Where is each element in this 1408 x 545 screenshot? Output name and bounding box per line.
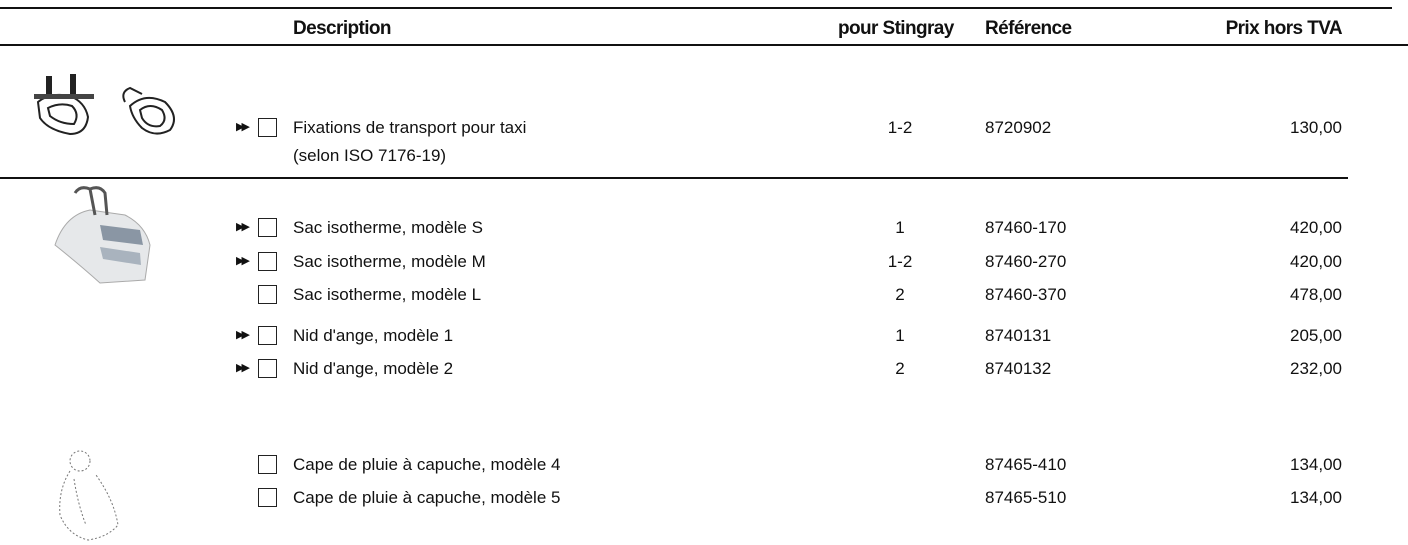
taxi-fixation-image (30, 72, 200, 152)
price: 420,00 (1290, 252, 1342, 272)
reference: 87465-510 (985, 488, 1066, 508)
checkbox (258, 285, 277, 304)
top-rule (0, 7, 1392, 9)
header-stingray: pour Stingray (838, 18, 954, 40)
stingray: 1-2 (850, 252, 950, 272)
checkbox (258, 455, 277, 474)
description: Sac isotherme, modèle M (293, 252, 486, 272)
checkbox (258, 359, 277, 378)
reference: 87460-170 (985, 218, 1066, 238)
page: {"header": {"description": "Description"… (0, 0, 1408, 544)
checkbox (258, 218, 277, 237)
description: Sac isotherme, modèle L (293, 285, 481, 305)
reference: 87460-370 (985, 285, 1066, 305)
stingray: 2 (850, 285, 950, 305)
reference: 8720902 (985, 118, 1051, 138)
header-description: Description (293, 18, 391, 40)
section-rule (0, 177, 1348, 179)
thermal-bag-image (45, 185, 160, 285)
header-rule (0, 44, 1408, 46)
checkbox (258, 252, 277, 271)
reference: 87465-410 (985, 455, 1066, 475)
new-marker: ▶▶ (236, 254, 247, 267)
price: 420,00 (1290, 218, 1342, 238)
new-marker: ▶▶ (236, 120, 247, 133)
price: 205,00 (1290, 326, 1342, 346)
checkbox (258, 488, 277, 507)
checkbox (258, 326, 277, 345)
new-marker: ▶▶ (236, 220, 247, 233)
stingray: 1 (850, 326, 950, 346)
new-marker: ▶▶ (236, 328, 247, 341)
rain-cape-image (48, 445, 128, 545)
description: Cape de pluie à capuche, modèle 4 (293, 455, 560, 475)
price: 134,00 (1290, 455, 1342, 475)
description: (selon ISO 7176-19) (293, 146, 446, 166)
new-marker: ▶▶ (236, 361, 247, 374)
description: Fixations de transport pour taxi (293, 118, 526, 138)
reference: 8740131 (985, 326, 1051, 346)
description: Nid d'ange, modèle 1 (293, 326, 453, 346)
price: 478,00 (1290, 285, 1342, 305)
stingray: 1-2 (850, 118, 950, 138)
stingray: 1 (850, 218, 950, 238)
description: Cape de pluie à capuche, modèle 5 (293, 488, 560, 508)
price: 232,00 (1290, 359, 1342, 379)
checkbox (258, 118, 277, 137)
description: Sac isotherme, modèle S (293, 218, 483, 238)
reference: 8740132 (985, 359, 1051, 379)
description: Nid d'ange, modèle 2 (293, 359, 453, 379)
reference: 87460-270 (985, 252, 1066, 272)
price: 130,00 (1290, 118, 1342, 138)
header-reference: Référence (985, 18, 1071, 40)
price: 134,00 (1290, 488, 1342, 508)
header-price: Prix hors TVA (1226, 18, 1342, 40)
stingray: 2 (850, 359, 950, 379)
